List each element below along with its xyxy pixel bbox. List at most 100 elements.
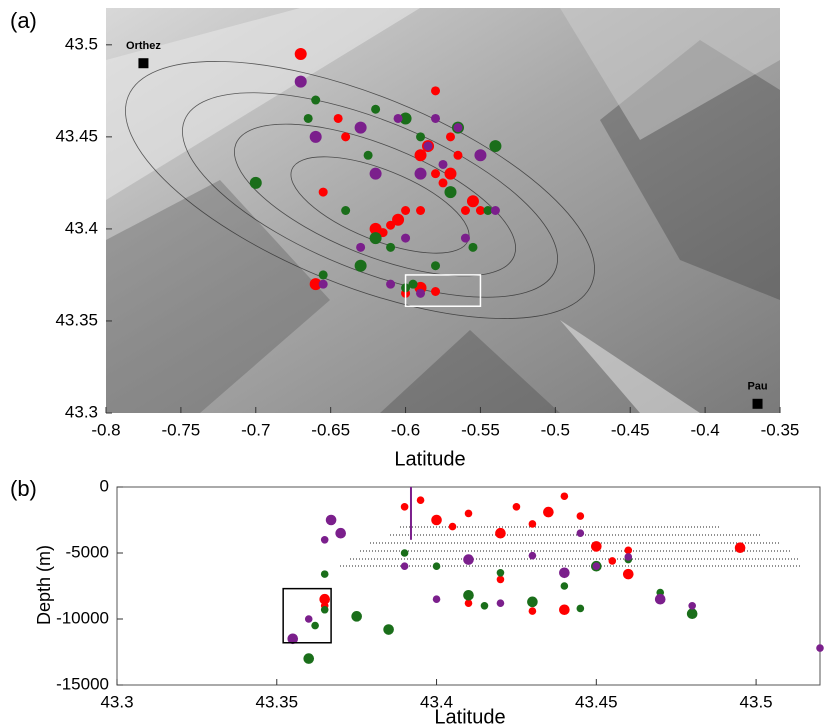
event-point: [423, 141, 433, 151]
x-tick-label: 43.5: [740, 692, 773, 711]
event-point: [560, 492, 569, 501]
event-point: [432, 562, 441, 570]
event-point: [318, 187, 328, 197]
event-point: [311, 95, 321, 105]
x-tick-label: -0.7: [241, 420, 270, 439]
event-point: [378, 228, 388, 238]
x-tick-label: -0.55: [461, 420, 500, 439]
y-tick-label: 0: [100, 476, 109, 495]
x-tick-label: -0.6: [391, 420, 420, 439]
event-point: [369, 167, 382, 180]
place-label: Pau: [747, 381, 767, 393]
event-point: [400, 503, 409, 511]
event-point: [400, 549, 409, 557]
event-point: [393, 113, 403, 123]
panel-label: (a): [10, 8, 37, 33]
event-point: [386, 220, 396, 230]
event-point: [624, 546, 633, 555]
event-point: [463, 589, 474, 601]
place-label: Orthez: [126, 40, 161, 52]
y-tick-label: 43.5: [65, 34, 98, 53]
event-point: [444, 167, 457, 180]
y-tick-label: -10000: [56, 608, 109, 627]
event-point: [320, 570, 329, 578]
event-point: [453, 150, 463, 160]
reservoir-grid: [340, 526, 800, 567]
event-point: [333, 113, 343, 123]
event-point: [401, 206, 411, 215]
event-point: [576, 529, 585, 537]
event-point: [320, 605, 329, 614]
event-point: [303, 653, 315, 664]
highlight-box: [404, 274, 482, 307]
x-axis-label: Latitude: [434, 706, 505, 727]
event-point: [354, 121, 367, 134]
event-point: [416, 288, 426, 298]
event-point: [496, 569, 505, 577]
event-point: [688, 602, 696, 610]
event-point: [318, 270, 328, 280]
event-point: [304, 615, 313, 623]
event-point: [527, 596, 538, 608]
place-marker: [752, 398, 763, 409]
event-point: [460, 233, 470, 243]
event-point: [287, 633, 299, 645]
event-point: [474, 149, 487, 162]
event-point: [416, 206, 426, 215]
plot-frame: [116, 486, 821, 686]
event-point: [383, 624, 394, 635]
x-tick-label: -0.45: [611, 420, 650, 439]
event-point: [622, 568, 634, 580]
x-tick-label: 43.3: [100, 692, 133, 711]
event-point: [528, 551, 537, 560]
event-point: [400, 562, 409, 570]
event-point: [386, 279, 396, 289]
event-point: [444, 186, 457, 199]
y-tick-label: -5000: [66, 542, 109, 561]
event-point: [438, 178, 448, 188]
y-tick-label: 43.4: [65, 218, 98, 237]
event-point: [490, 206, 500, 215]
y-tick-label: -15000: [56, 674, 109, 693]
x-axis-label: Latitude: [394, 448, 465, 470]
event-point: [335, 527, 346, 539]
event-point: [464, 509, 473, 518]
event-point: [431, 514, 442, 526]
event-point: [543, 506, 554, 518]
event-point: [354, 259, 367, 272]
event-point: [528, 607, 537, 615]
event-point: [351, 611, 362, 622]
event-point: [624, 553, 633, 561]
event-point: [466, 195, 479, 208]
event-point: [468, 242, 478, 252]
x-tick-label: 43.45: [575, 692, 618, 711]
event-point: [483, 206, 493, 215]
event-point: [560, 582, 569, 590]
x-tick-label: -0.35: [761, 420, 800, 439]
x-tick-label: -0.8: [91, 420, 120, 439]
event-point: [303, 113, 313, 123]
event-point: [576, 512, 585, 520]
event-point: [431, 169, 441, 179]
event-point: [431, 86, 441, 96]
event-point: [363, 150, 373, 160]
event-point: [592, 562, 601, 570]
highlight-box: [282, 587, 332, 644]
event-point: [734, 542, 746, 554]
x-tick-label: 43.35: [255, 692, 298, 711]
event-point: [816, 644, 824, 652]
event-point: [559, 604, 570, 616]
event-point: [294, 75, 307, 88]
event-point: [512, 503, 521, 511]
event-point: [431, 287, 441, 296]
event-point: [320, 536, 329, 544]
x-tick-label: -0.4: [690, 420, 719, 439]
event-point: [438, 159, 448, 169]
event-point: [608, 557, 617, 565]
event-point: [399, 112, 412, 125]
event-point: [431, 261, 441, 271]
event-point: [489, 140, 502, 153]
event-point: [496, 575, 505, 584]
